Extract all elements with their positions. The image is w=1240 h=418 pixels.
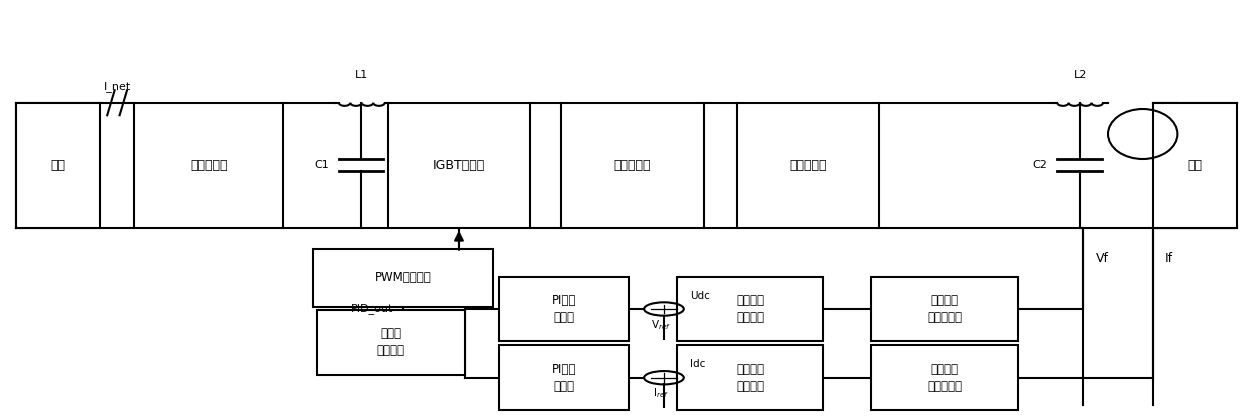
Text: 电网: 电网 bbox=[50, 159, 66, 172]
FancyBboxPatch shape bbox=[1153, 103, 1236, 228]
Text: 第一整流桥: 第一整流桥 bbox=[190, 159, 227, 172]
Text: C1: C1 bbox=[314, 160, 329, 170]
Text: Vf: Vf bbox=[1096, 252, 1109, 265]
Text: 开关电压
频次陷波器: 开关电压 频次陷波器 bbox=[928, 294, 962, 324]
Text: L2: L2 bbox=[1074, 70, 1086, 80]
Text: 高频变压器: 高频变压器 bbox=[614, 159, 651, 172]
Text: PI电压
调节器: PI电压 调节器 bbox=[552, 294, 577, 324]
FancyBboxPatch shape bbox=[134, 103, 283, 228]
Text: 电流六脉
波陷波器: 电流六脉 波陷波器 bbox=[737, 363, 764, 393]
Text: C2: C2 bbox=[1033, 160, 1048, 170]
Text: 负载: 负载 bbox=[1187, 159, 1203, 172]
FancyBboxPatch shape bbox=[562, 103, 703, 228]
Text: I$_{ref}$: I$_{ref}$ bbox=[653, 387, 670, 400]
Text: PID_out: PID_out bbox=[351, 303, 393, 314]
FancyBboxPatch shape bbox=[500, 345, 629, 410]
Text: IGBT逆变桥: IGBT逆变桥 bbox=[433, 159, 485, 172]
Text: PI电流
调节器: PI电流 调节器 bbox=[552, 363, 577, 393]
FancyBboxPatch shape bbox=[737, 103, 879, 228]
Text: Idc: Idc bbox=[689, 359, 706, 370]
Text: If: If bbox=[1166, 252, 1173, 265]
Text: V$_{ref}$: V$_{ref}$ bbox=[651, 318, 672, 331]
FancyBboxPatch shape bbox=[316, 310, 465, 375]
FancyBboxPatch shape bbox=[16, 103, 99, 228]
Text: 第二整流桥: 第二整流桥 bbox=[790, 159, 827, 172]
Text: I_net: I_net bbox=[103, 82, 130, 92]
Text: PWM驱动单元: PWM驱动单元 bbox=[374, 271, 432, 284]
FancyBboxPatch shape bbox=[677, 277, 823, 341]
Text: Udc: Udc bbox=[689, 291, 709, 301]
FancyBboxPatch shape bbox=[500, 277, 629, 341]
Text: 开关电流
频次陷波器: 开关电流 频次陷波器 bbox=[928, 363, 962, 393]
Text: 电压六脉
波陷波器: 电压六脉 波陷波器 bbox=[737, 294, 764, 324]
FancyBboxPatch shape bbox=[872, 277, 1018, 341]
Text: 最小值
选取单元: 最小值 选取单元 bbox=[377, 327, 404, 357]
FancyBboxPatch shape bbox=[677, 345, 823, 410]
FancyBboxPatch shape bbox=[872, 345, 1018, 410]
FancyBboxPatch shape bbox=[388, 103, 531, 228]
Text: L1: L1 bbox=[355, 70, 368, 80]
FancyBboxPatch shape bbox=[314, 249, 494, 307]
